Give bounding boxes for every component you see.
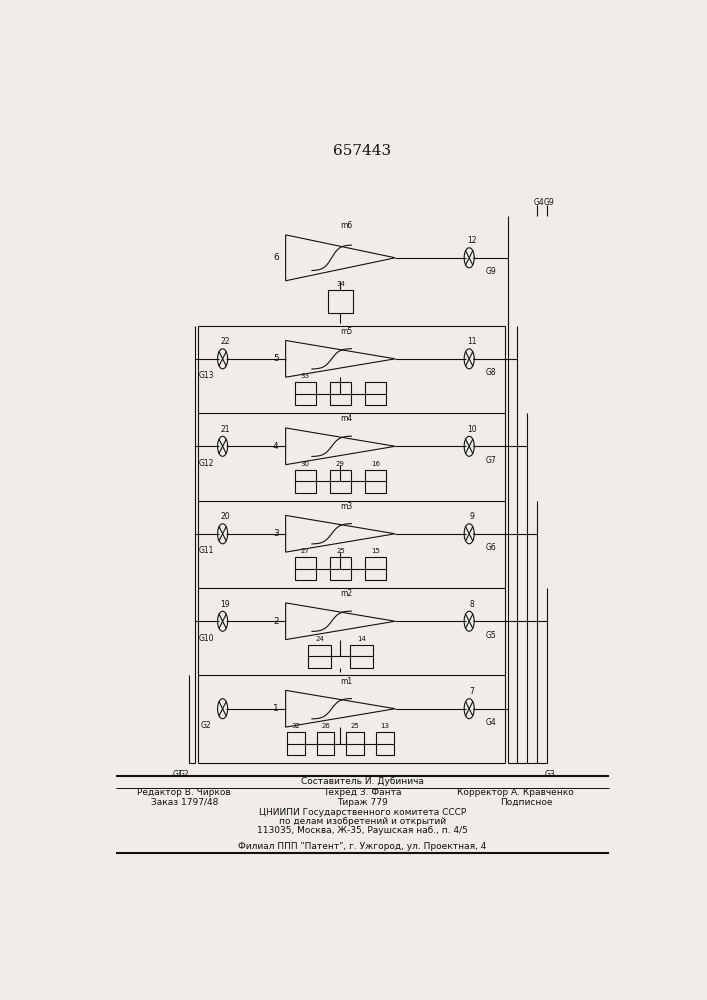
Text: G2: G2 xyxy=(201,721,211,730)
Bar xyxy=(330,470,351,493)
Bar xyxy=(328,290,353,313)
Text: 5: 5 xyxy=(273,354,279,363)
Text: m4: m4 xyxy=(340,414,352,423)
Text: 113035, Москва, Ж-35, Раушская наб., п. 4/5: 113035, Москва, Ж-35, Раушская наб., п. … xyxy=(257,826,468,835)
Text: 657443: 657443 xyxy=(333,144,392,158)
Bar xyxy=(365,382,386,405)
Text: G7: G7 xyxy=(486,456,496,465)
Text: G9: G9 xyxy=(543,198,554,207)
Text: G2: G2 xyxy=(179,770,189,779)
Bar xyxy=(346,732,364,755)
Bar xyxy=(287,732,305,755)
Text: G6: G6 xyxy=(486,543,496,552)
Bar xyxy=(350,645,373,668)
Text: m1: m1 xyxy=(340,677,352,686)
Text: G13: G13 xyxy=(199,371,214,380)
Text: 30: 30 xyxy=(301,461,310,467)
Text: 6: 6 xyxy=(273,253,279,262)
Bar xyxy=(295,470,316,493)
Text: 21: 21 xyxy=(221,425,230,434)
Text: G4: G4 xyxy=(486,718,496,727)
Text: G11: G11 xyxy=(199,546,214,555)
Text: G9: G9 xyxy=(486,267,496,276)
Text: по делам изобретений и открытий: по делам изобретений и открытий xyxy=(279,817,446,826)
Text: Филиал ППП "Патент", г. Ужгород, ул. Проектная, 4: Филиал ППП "Патент", г. Ужгород, ул. Про… xyxy=(238,842,486,851)
Text: Корректор А. Кравченко: Корректор А. Кравченко xyxy=(457,788,574,797)
Text: 26: 26 xyxy=(321,723,330,729)
Text: 34: 34 xyxy=(336,281,345,287)
Text: G4: G4 xyxy=(533,198,544,207)
Text: 32: 32 xyxy=(291,723,300,729)
Text: 8: 8 xyxy=(469,600,474,609)
Text: 13: 13 xyxy=(380,723,390,729)
Text: 14: 14 xyxy=(357,636,366,642)
Text: 25: 25 xyxy=(336,548,345,554)
Text: ЦНИИПИ Государственного комитета СССР: ЦНИИПИ Государственного комитета СССР xyxy=(259,808,466,817)
Text: Составитель И. Дубинича: Составитель И. Дубинича xyxy=(301,777,423,786)
Text: 1: 1 xyxy=(273,704,279,713)
Bar xyxy=(330,557,351,580)
Text: 15: 15 xyxy=(371,548,380,554)
Text: 2: 2 xyxy=(273,617,279,626)
Text: G12: G12 xyxy=(199,459,214,468)
Text: Заказ 1797/48: Заказ 1797/48 xyxy=(151,798,218,807)
Text: m5: m5 xyxy=(340,327,352,336)
Bar xyxy=(295,557,316,580)
Text: 25: 25 xyxy=(351,723,360,729)
Text: 22: 22 xyxy=(221,337,230,346)
Text: 16: 16 xyxy=(371,461,380,467)
Bar xyxy=(365,470,386,493)
Bar xyxy=(295,382,316,405)
Text: 11: 11 xyxy=(467,337,477,346)
Bar xyxy=(376,732,394,755)
Text: 3: 3 xyxy=(273,529,279,538)
Text: 24: 24 xyxy=(315,636,324,642)
Text: 10: 10 xyxy=(467,425,477,434)
Text: 9: 9 xyxy=(469,512,474,521)
Text: G1: G1 xyxy=(173,770,183,779)
Bar xyxy=(330,382,351,405)
Text: 7: 7 xyxy=(469,687,474,696)
Text: 20: 20 xyxy=(221,512,230,521)
Text: Подписное: Подписное xyxy=(501,798,553,807)
Text: G5: G5 xyxy=(486,631,496,640)
Text: G10: G10 xyxy=(199,634,214,643)
Text: 33: 33 xyxy=(301,373,310,379)
Text: G3: G3 xyxy=(544,770,555,779)
Text: 4: 4 xyxy=(273,442,279,451)
Text: Редактор В. Чирков: Редактор В. Чирков xyxy=(137,788,231,797)
Text: m3: m3 xyxy=(340,502,352,511)
Text: 27: 27 xyxy=(301,548,310,554)
Text: 29: 29 xyxy=(336,461,345,467)
Bar xyxy=(365,557,386,580)
Text: m2: m2 xyxy=(340,589,352,598)
Text: 12: 12 xyxy=(467,236,477,245)
Text: m6: m6 xyxy=(340,221,352,230)
Bar xyxy=(308,645,331,668)
Text: G8: G8 xyxy=(486,368,496,377)
Text: 19: 19 xyxy=(221,600,230,609)
Bar xyxy=(317,732,334,755)
Text: Техред З. Фанта: Техред З. Фанта xyxy=(323,788,402,797)
Text: Тираж 779: Тираж 779 xyxy=(337,798,387,807)
